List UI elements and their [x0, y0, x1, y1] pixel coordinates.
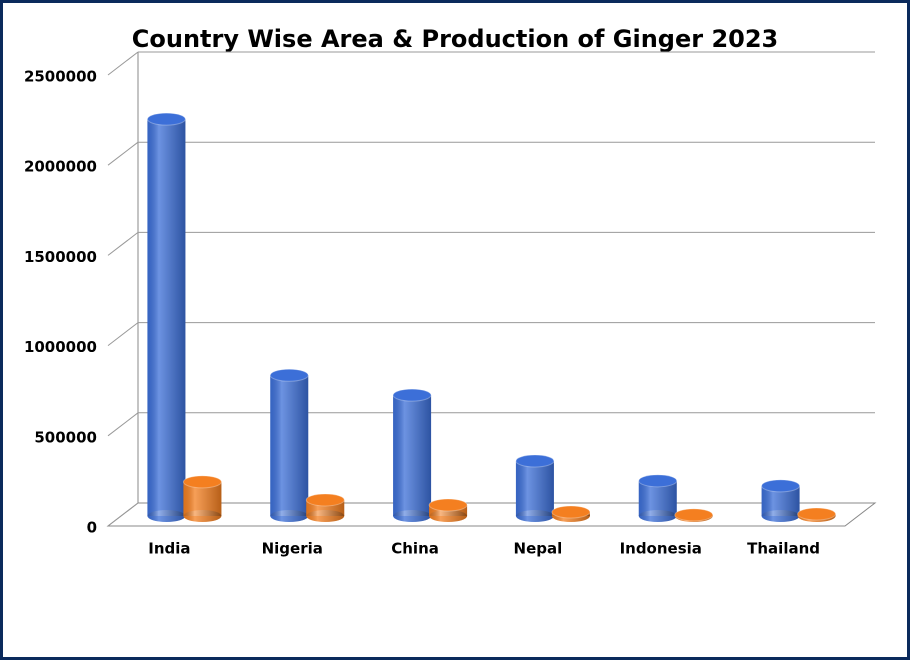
bar — [761, 479, 801, 522]
bar — [515, 454, 555, 522]
bar — [428, 498, 468, 522]
bar-top — [551, 505, 591, 519]
bar — [797, 507, 837, 522]
bar-top — [761, 479, 801, 493]
grid-line — [107, 322, 139, 346]
bar-shade-base — [638, 510, 677, 522]
grid-line — [107, 412, 139, 437]
bar — [638, 474, 678, 522]
grid-line — [107, 502, 139, 527]
grid-line — [107, 51, 139, 76]
bar-top — [392, 388, 432, 402]
grid-line — [107, 141, 139, 166]
bar-top — [674, 508, 714, 522]
bar-shade-base — [183, 510, 222, 522]
bar-shade-base — [270, 510, 309, 522]
y-tick-label: 2500000 — [24, 68, 97, 86]
bar-shade-base — [147, 510, 186, 522]
bar-shade-base — [306, 510, 345, 522]
bar-shade — [147, 119, 186, 517]
bar-top — [182, 475, 222, 489]
plot-area: 0 500000 1000000 1500000 2000000 2500000 India… — [24, 51, 877, 558]
chart-title: Country Wise Area & Production of Ginger… — [132, 25, 779, 53]
x-tick-label: Nigeria — [262, 540, 323, 558]
bar-top — [146, 112, 186, 126]
bar-top — [638, 474, 678, 488]
bar — [269, 368, 309, 522]
y-tick-label: 500000 — [34, 428, 97, 446]
bar — [551, 505, 591, 522]
bar-shade-base — [515, 510, 554, 522]
bar-shade — [270, 375, 309, 516]
bar-top — [428, 498, 468, 512]
bar-shade-base — [761, 510, 800, 522]
bar-shade — [515, 460, 554, 516]
bar — [146, 112, 186, 522]
bar — [392, 388, 432, 522]
bar-top — [305, 493, 345, 507]
bar-shade-base — [429, 510, 468, 522]
y-tick-label: 2000000 — [24, 158, 97, 176]
x-tick-label: Nepal — [514, 540, 563, 558]
x-tick-label: Thailand — [747, 540, 820, 558]
y-tick-label: 1000000 — [24, 338, 97, 356]
y-tick-label: 1500000 — [24, 248, 97, 266]
bar-shade — [393, 395, 432, 516]
x-tick-label: Indonesia — [620, 540, 702, 558]
x-tick-label: India — [148, 540, 190, 558]
bar-shade-base — [393, 510, 432, 522]
y-tick-label: 0 — [87, 519, 97, 537]
bar — [305, 493, 345, 522]
grid-line — [107, 232, 139, 256]
bar-top — [797, 507, 837, 521]
bar-top — [269, 368, 309, 382]
bar-top — [515, 454, 555, 468]
x-tick-label: China — [391, 540, 439, 558]
bar — [182, 475, 222, 522]
bar — [674, 508, 714, 522]
